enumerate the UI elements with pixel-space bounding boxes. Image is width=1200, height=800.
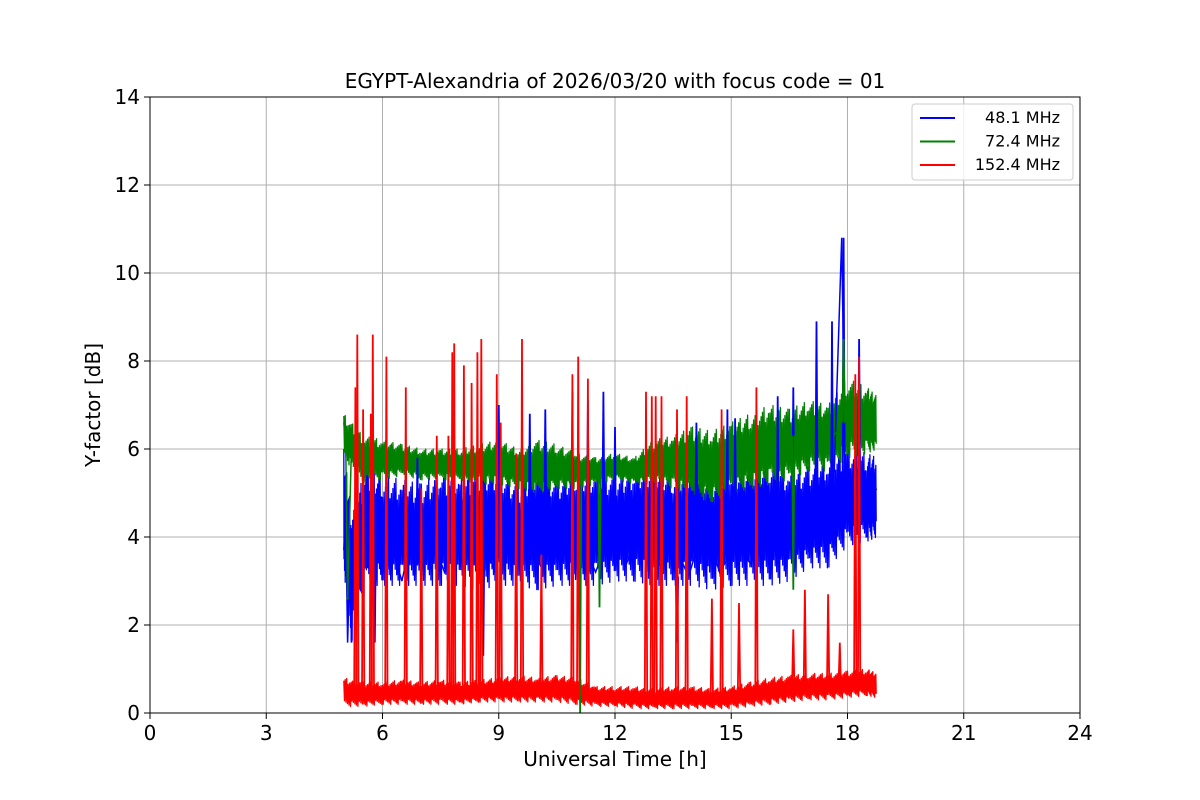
y-tick-label: 0 [127, 701, 140, 725]
x-tick-label: 21 [951, 721, 976, 745]
series-spike-152-4-mhz [754, 387, 759, 692]
series-spike-152-4-mhz [719, 409, 724, 696]
series-spike-48-1-mhz [725, 409, 730, 546]
series-spike-152-4-mhz [446, 435, 451, 694]
series-spike-152-4-mhz [857, 356, 862, 683]
series-spike-152-4-mhz [653, 396, 658, 696]
series-spike-152-4-mhz [674, 409, 680, 696]
series-spike-152-4-mhz [494, 374, 499, 692]
y-tick-label: 2 [127, 613, 140, 637]
series-band-48-1-mhz [343, 448, 877, 642]
series-spike-152-4-mhz [475, 352, 480, 692]
legend-label-72-4-mhz: 72.4 MHz [985, 132, 1060, 151]
series-spike-48-1-mhz [814, 321, 819, 511]
y-tick-label: 14 [115, 85, 140, 109]
x-tick-label: 0 [144, 721, 157, 745]
series-spike-152-4-mhz [519, 338, 525, 692]
series-spike-152-4-mhz [736, 602, 742, 694]
series-line-152-4-mhz [343, 681, 877, 699]
legend-frame [911, 103, 1074, 181]
x-tick-label: 24 [1067, 721, 1092, 745]
series-spike-152-4-mhz [370, 334, 375, 694]
series-spike-48-1-mhz [612, 426, 618, 564]
series-spike-48-1-mhz [694, 422, 699, 524]
x-tick-label: 15 [719, 721, 744, 745]
series-spike-152-4-mhz [643, 391, 649, 698]
series-spike-48-1-mhz [733, 418, 738, 546]
series-spike-48-1-mhz [601, 391, 606, 533]
y-tick-label: 10 [115, 261, 140, 285]
series-spike-152-4-mhz [469, 382, 474, 692]
series-spike-152-4-mhz [570, 374, 575, 692]
series-spike-152-4-mhz [585, 378, 590, 696]
series-spike-152-4-mhz [649, 396, 654, 698]
y-tick-label: 6 [127, 437, 140, 461]
legend-label-152-4-mhz: 152.4 MHz [975, 155, 1060, 174]
series-spike-152-4-mhz [479, 338, 484, 692]
series-spike-152-4-mhz [659, 396, 664, 696]
series-spike-152-4-mhz [576, 356, 581, 696]
series-spike-152-4-mhz [384, 356, 389, 692]
x-tick-label: 18 [835, 721, 860, 745]
x-tick-label: 3 [260, 721, 273, 745]
series-spike-48-1-mhz [349, 528, 354, 643]
y-axis-label: Y-factor [dB] [81, 343, 105, 468]
x-tick-label: 9 [492, 721, 505, 745]
series-spike-152-4-mhz [853, 374, 858, 683]
series-spike-48-1-mhz [829, 321, 835, 542]
series-spike-152-4-mhz [514, 453, 519, 689]
series-spike-152-4-mhz [461, 365, 466, 692]
legend-label-48-1-mhz: 48.1 MHz [985, 108, 1060, 127]
series-spike-152-4-mhz [539, 554, 544, 689]
series-spike-152-4-mhz [826, 594, 831, 687]
series-spike-152-4-mhz [791, 629, 796, 687]
series-spike-72-4-mhz [841, 338, 846, 423]
y-tick-label: 4 [127, 525, 140, 549]
grid [149, 96, 1081, 714]
series-spike-152-4-mhz [554, 677, 559, 689]
series-spike-152-4-mhz [403, 387, 408, 694]
x-tick-label: 12 [602, 721, 627, 745]
chart-title: EGYPT-Alexandria of 2026/03/20 with focu… [345, 69, 886, 93]
series-spike-152-4-mhz [802, 589, 807, 687]
series-spike-152-4-mhz [837, 642, 842, 685]
x-axis-label: Universal Time [h] [523, 747, 706, 771]
legend: 48.1 MHz 72.4 MHz 152.4 MHz [911, 103, 1074, 181]
series-spike-48-1-mhz [775, 396, 780, 555]
y-tick-label: 12 [115, 173, 140, 197]
series-band-152-4-mhz [343, 668, 877, 710]
series-spike-152-4-mhz [452, 343, 457, 694]
series-spike-48-1-mhz [543, 409, 548, 529]
x-tick-label: 6 [376, 721, 389, 745]
y-tick-label: 8 [127, 349, 140, 373]
series-spike-72-4-mhz [597, 466, 602, 608]
series-spike-152-4-mhz [498, 422, 503, 689]
series-spike-72-4-mhz [791, 435, 796, 590]
series-spike-152-4-mhz [434, 435, 439, 692]
series-spike-152-4-mhz [361, 409, 366, 696]
series-spikes [346, 237, 862, 714]
series-spike-152-4-mhz [709, 598, 714, 698]
series-spike-152-4-mhz [419, 488, 424, 694]
series-spike-152-4-mhz [355, 334, 360, 696]
series-spike-48-1-mhz [415, 457, 420, 564]
series-spike-48-1-mhz [527, 413, 532, 542]
series-bands [343, 380, 877, 710]
series-spike-152-4-mhz [684, 396, 689, 696]
